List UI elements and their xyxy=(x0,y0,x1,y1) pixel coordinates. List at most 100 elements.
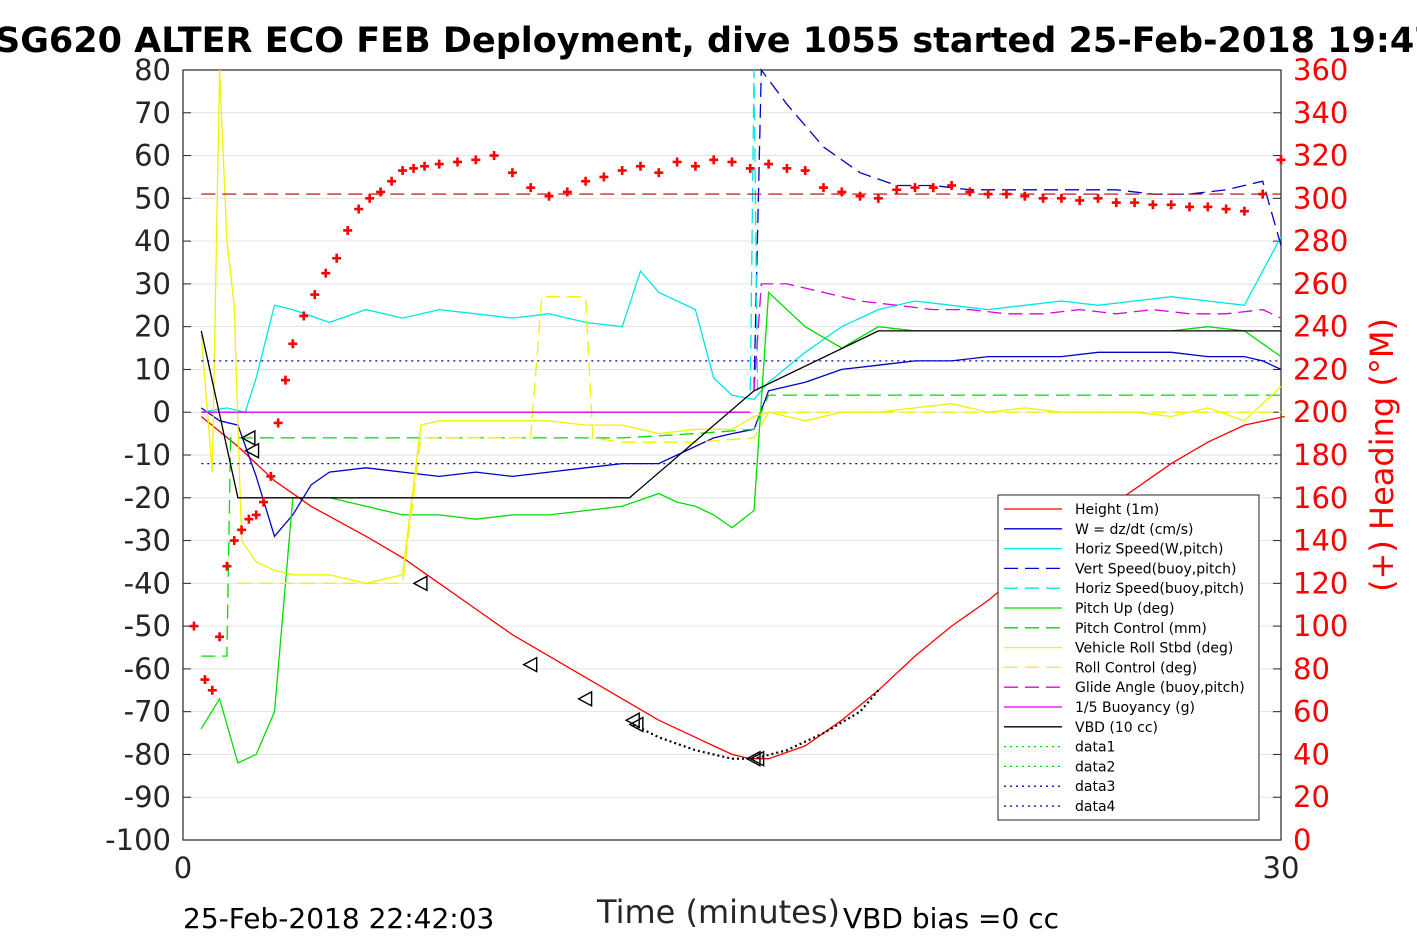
y-right-tick-label: 40 xyxy=(1293,737,1330,771)
heading-point xyxy=(1093,193,1103,203)
heading-point xyxy=(947,181,957,190)
heading-point xyxy=(200,675,210,685)
series-line xyxy=(200,69,1282,584)
heading-point xyxy=(782,163,792,173)
y-tick-label: 30 xyxy=(134,267,171,301)
y-tick-label: -70 xyxy=(124,695,171,729)
y-tick-label: -100 xyxy=(105,823,171,857)
y-tick-label: 60 xyxy=(134,139,171,173)
x-tick-label: 30 xyxy=(1263,851,1300,885)
event-marker xyxy=(577,690,593,708)
heading-point xyxy=(489,151,499,161)
y-tick-label: 40 xyxy=(134,224,171,258)
heading-point xyxy=(387,176,397,186)
y-right-tick-label: 140 xyxy=(1293,524,1348,558)
y-tick-label: 70 xyxy=(134,96,171,130)
y-right-tick-label: 180 xyxy=(1293,438,1348,472)
series-line xyxy=(201,236,1282,413)
series-line xyxy=(237,296,1281,584)
y-tick-label: -50 xyxy=(124,609,171,643)
heading-point xyxy=(343,225,353,235)
heading-point xyxy=(837,187,847,197)
y-right-tick-label: 200 xyxy=(1293,395,1348,429)
legend-label: Vehicle Roll Stbd (deg) xyxy=(1075,641,1233,657)
y-right-tick-label: 80 xyxy=(1293,652,1330,686)
heading-point xyxy=(745,163,755,173)
heading-point xyxy=(1038,193,1048,203)
legend: Height (1m) W = dz/dt (cm/s) Horiz Speed(W… xyxy=(997,494,1260,821)
heading-point xyxy=(526,183,536,193)
y-tick-label: 10 xyxy=(134,352,171,386)
heading-point xyxy=(544,191,554,201)
heading-point xyxy=(965,187,975,197)
heading-point xyxy=(310,290,320,300)
series-line xyxy=(753,283,1282,391)
y-tick-label: -90 xyxy=(124,780,171,814)
event-marker xyxy=(628,716,644,733)
heading-point xyxy=(983,189,993,199)
heading-point xyxy=(229,536,239,546)
heading-point xyxy=(1185,202,1194,212)
legend-label: data2 xyxy=(1075,759,1115,775)
y-tick-label: -80 xyxy=(124,737,171,771)
heading-point xyxy=(1148,200,1158,210)
heading-point xyxy=(727,157,737,167)
y-right-tick-label: 160 xyxy=(1293,481,1348,515)
heading-point xyxy=(288,339,298,349)
y-right-tick-label: 280 xyxy=(1293,224,1348,258)
heading-point xyxy=(266,471,276,481)
heading-point xyxy=(873,193,883,203)
heading-point xyxy=(280,375,290,385)
chart-title: SG620 ALTER ECO FEB Deployment, dive 105… xyxy=(0,21,1417,61)
heading-point xyxy=(654,168,664,178)
heading-point xyxy=(892,185,902,195)
event-marker xyxy=(745,750,761,767)
x-axis: 0 30 xyxy=(174,851,1300,885)
heading-point xyxy=(800,166,810,176)
y-tick-label: 80 xyxy=(134,53,171,87)
heading-point xyxy=(562,187,572,197)
heading-point xyxy=(354,204,364,214)
heading-point xyxy=(581,176,591,186)
heading-point xyxy=(453,157,462,167)
heading-point xyxy=(1111,198,1121,208)
y-axis-right-label: (+) Heading (°M) xyxy=(1363,318,1401,592)
heading-point xyxy=(471,155,481,165)
series-line xyxy=(200,330,1281,499)
heading-point xyxy=(222,561,232,571)
heading-point xyxy=(434,159,444,169)
legend-label: Glide Angle (buoy,pitch) xyxy=(1075,680,1245,696)
heading-point xyxy=(855,191,865,201)
dive-apogee-dots xyxy=(632,689,880,760)
heading-point xyxy=(207,685,217,695)
y-axis-left: 80 70 60 50 40 30 20 10 0 -10 -20 -30 -40 -50 -60 -70 -8… xyxy=(105,53,191,857)
heading-point xyxy=(1002,189,1011,199)
y-tick-label: -30 xyxy=(124,524,171,558)
heading-point xyxy=(636,161,645,171)
y-right-tick-label: 300 xyxy=(1293,181,1348,215)
y-tick-label: 50 xyxy=(134,181,171,215)
legend-label: Roll Control (deg) xyxy=(1075,660,1197,676)
heading-point xyxy=(1258,189,1268,199)
y-right-tick-label: 220 xyxy=(1293,352,1348,386)
heading-point xyxy=(189,621,199,631)
series-layer xyxy=(200,68,1285,764)
heading-point xyxy=(376,187,386,197)
y-right-tick-label: 60 xyxy=(1293,695,1330,729)
heading-point xyxy=(259,497,269,507)
heading-point xyxy=(1276,155,1286,165)
heading-point xyxy=(398,166,408,176)
series-line xyxy=(200,351,1282,538)
heading-point xyxy=(420,161,430,171)
heading-point xyxy=(1020,191,1030,201)
legend-label: Horiz Speed(W,pitch) xyxy=(1075,542,1223,558)
legend-label: Pitch Up (deg) xyxy=(1075,601,1174,617)
heading-point xyxy=(928,183,938,193)
heading-point xyxy=(1130,198,1140,208)
heading-point xyxy=(507,168,517,178)
footer-vbd-bias: VBD bias =0 cc xyxy=(843,902,1059,935)
legend-label: data3 xyxy=(1075,779,1115,795)
legend-label: Vert Speed(buoy,pitch) xyxy=(1075,561,1237,577)
y-tick-label: 20 xyxy=(134,310,171,344)
